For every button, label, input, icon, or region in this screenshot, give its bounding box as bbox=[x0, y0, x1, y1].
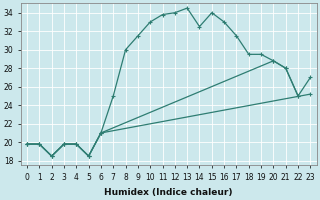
X-axis label: Humidex (Indice chaleur): Humidex (Indice chaleur) bbox=[104, 188, 233, 197]
